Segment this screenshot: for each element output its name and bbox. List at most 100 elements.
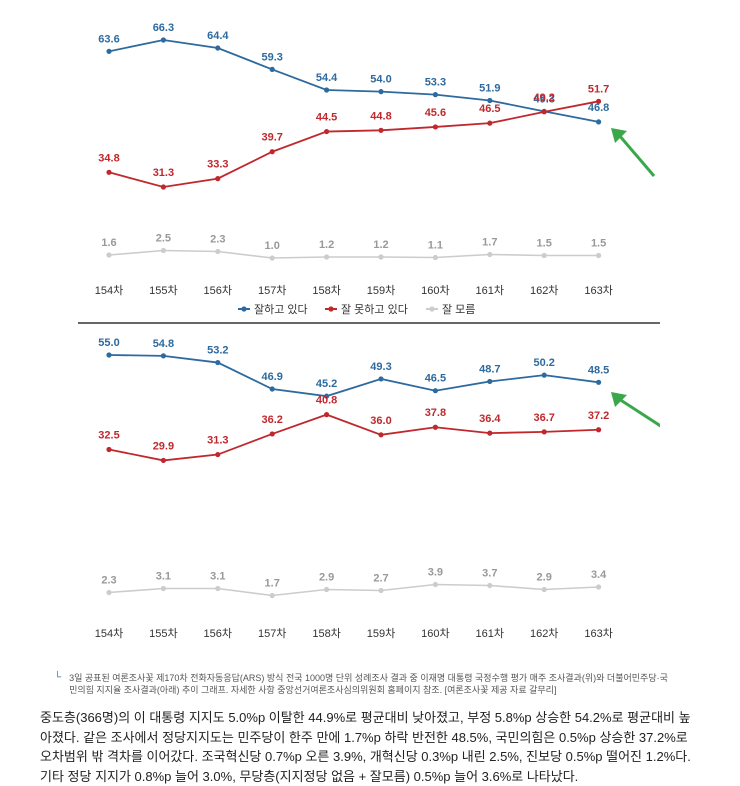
data-label: 59.3 xyxy=(261,51,282,63)
x-tick-label: 163차 xyxy=(584,627,612,640)
data-label: 1.6 xyxy=(101,237,116,249)
data-point xyxy=(106,589,112,596)
data-point xyxy=(596,252,602,259)
data-point xyxy=(596,119,602,125)
data-point xyxy=(432,254,438,261)
data-label: 63.6 xyxy=(98,33,119,45)
data-label: 64.4 xyxy=(207,30,229,42)
annotation-arrow-shaft xyxy=(617,134,656,177)
data-point xyxy=(378,376,384,382)
data-point xyxy=(160,353,166,359)
data-label: 51.9 xyxy=(479,82,500,94)
data-label: 2.3 xyxy=(101,575,116,587)
data-label: 2.7 xyxy=(373,573,388,585)
data-point xyxy=(378,587,384,594)
data-label: 2.9 xyxy=(537,572,552,584)
data-point xyxy=(269,255,275,261)
data-label: 46.5 xyxy=(479,103,500,115)
data-label: 1.2 xyxy=(319,239,334,251)
data-label: 50.2 xyxy=(533,357,554,369)
data-label: 39.7 xyxy=(261,132,282,144)
data-point xyxy=(541,252,547,259)
data-label: 54.0 xyxy=(370,74,391,86)
x-tick-label: 157차 xyxy=(258,284,286,297)
data-label: 44.5 xyxy=(316,112,337,124)
data-label: 37.8 xyxy=(425,407,446,419)
data-label: 3.7 xyxy=(482,568,497,580)
data-label: 1.1 xyxy=(428,240,443,252)
data-label: 3.4 xyxy=(591,569,607,581)
data-label: 53.3 xyxy=(425,77,446,89)
data-label: 46.8 xyxy=(588,102,609,114)
data-point xyxy=(215,451,221,458)
data-label: 48.7 xyxy=(479,363,500,375)
x-tick-label: 155차 xyxy=(149,284,177,297)
data-label: 1.0 xyxy=(265,240,280,252)
series-line-0-1 xyxy=(108,100,599,188)
x-tick-label: 159차 xyxy=(367,284,395,297)
x-tick-label: 163차 xyxy=(584,284,612,297)
data-point xyxy=(487,430,493,436)
legend-label: 잘 못하고 있다 xyxy=(341,302,408,316)
data-label: 34.8 xyxy=(98,152,119,164)
data-point xyxy=(269,431,275,437)
data-point xyxy=(324,87,330,93)
data-label: 49.3 xyxy=(533,93,554,105)
article-paragraph: 중도층(366명)의 이 대통령 지지도 5.0%p 이탈한 44.9%로 평균… xyxy=(40,710,691,784)
data-point xyxy=(106,252,112,258)
data-point xyxy=(324,412,330,418)
data-label: 31.3 xyxy=(207,435,228,447)
data-label: 2.5 xyxy=(156,233,171,245)
series-line-0-2 xyxy=(108,249,599,259)
data-label: 40.8 xyxy=(316,395,337,407)
chart-panel: 63.6 66.3 64.4 59.3 54.4 54.0 53.3 51.9 49.3 46.8… xyxy=(78,0,660,646)
series-line-1-1 xyxy=(108,413,599,462)
data-point xyxy=(432,92,438,98)
data-point xyxy=(596,584,602,590)
data-point xyxy=(487,120,493,126)
data-label: 3.1 xyxy=(156,571,171,583)
legend-marker xyxy=(241,306,247,312)
data-point xyxy=(106,48,112,54)
data-point xyxy=(487,251,493,258)
data-label: 1.5 xyxy=(537,238,552,250)
series-line-0-0 xyxy=(108,39,599,123)
data-label: 49.2 xyxy=(533,92,554,104)
data-label: 2.9 xyxy=(319,572,334,584)
x-tick-label: 161차 xyxy=(476,627,504,640)
data-label: 66.3 xyxy=(153,22,174,34)
data-label: 55.0 xyxy=(98,337,119,349)
data-point xyxy=(378,127,384,133)
data-label: 31.3 xyxy=(153,167,174,179)
x-tick-label: 154차 xyxy=(95,284,123,297)
data-point xyxy=(541,109,547,115)
data-label: 36.4 xyxy=(479,413,501,425)
data-point xyxy=(541,372,547,378)
data-point xyxy=(324,254,330,260)
data-point xyxy=(432,124,438,130)
caption-text: 3일 공표된 여론조사꽃 제170차 전화자동응답(ARS) 방식 전국 100… xyxy=(69,673,668,695)
x-tick-label: 162차 xyxy=(530,284,558,297)
data-label: 1.7 xyxy=(265,578,280,590)
data-label: 3.1 xyxy=(210,571,225,583)
x-tick-label: 159차 xyxy=(367,627,395,640)
annotation-arrow-head xyxy=(611,392,627,407)
data-label: 3.9 xyxy=(428,567,443,579)
data-label: 33.3 xyxy=(207,159,228,171)
figure-caption: └ 3일 공표된 여론조사꽃 제170차 전화자동응답(ARS) 방식 전국 1… xyxy=(54,672,674,696)
data-point xyxy=(269,386,275,392)
data-label: 1.5 xyxy=(591,238,606,250)
data-point xyxy=(487,97,493,104)
data-label: 49.3 xyxy=(370,361,391,373)
data-label: 36.7 xyxy=(533,412,554,424)
data-point xyxy=(541,586,547,593)
data-label: 54.8 xyxy=(153,338,174,350)
data-point xyxy=(487,582,493,589)
series-line-1-2 xyxy=(108,583,599,597)
data-point xyxy=(269,66,275,72)
data-point xyxy=(160,37,166,43)
data-label: 44.8 xyxy=(370,110,391,122)
data-point xyxy=(106,352,112,358)
data-label: 48.5 xyxy=(588,364,609,376)
data-label: 53.2 xyxy=(207,345,228,357)
